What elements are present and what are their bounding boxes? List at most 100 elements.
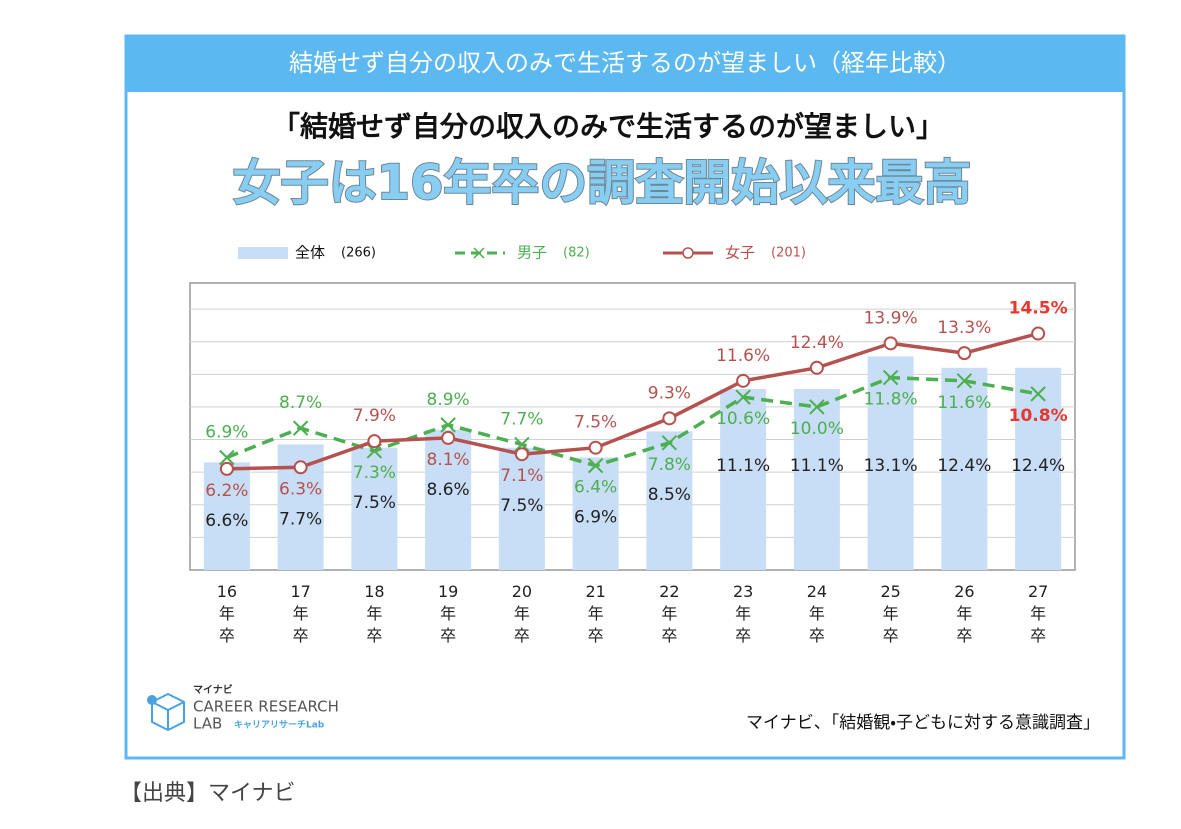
marker [809, 399, 825, 415]
marker [441, 430, 456, 445]
bar [941, 367, 988, 570]
marker [662, 411, 677, 426]
value-label: 7.7% [279, 509, 322, 529]
x-tick-label: 24年卒 [806, 582, 828, 645]
marker [883, 336, 898, 351]
marker [588, 440, 603, 455]
marker [882, 369, 899, 386]
legend-sample: (266) [341, 246, 376, 261]
value-label: 10.6% [716, 409, 770, 429]
bar [203, 462, 250, 570]
marker [1030, 386, 1046, 402]
source: マイナビ、「結婚観・子どもに対する意識調査」 [746, 713, 1100, 733]
value-label: 7.1% [500, 466, 543, 486]
marker [736, 373, 751, 388]
marker [957, 346, 972, 361]
value-label: 8.1% [427, 450, 470, 470]
value-label: 8.9% [427, 390, 470, 410]
marker [292, 420, 309, 436]
marker [956, 373, 973, 389]
value-label: 13.9% [864, 308, 918, 328]
marker [367, 434, 382, 449]
bar [425, 429, 472, 570]
marker [219, 449, 235, 466]
value-label: 7.5% [500, 496, 543, 516]
value-label: 11.6% [716, 346, 770, 366]
marker [1031, 326, 1046, 341]
legend-swatch [238, 247, 288, 259]
x-tick-label: 26年卒 [954, 582, 975, 645]
value-label: 6.9% [574, 508, 617, 528]
plot-area [189, 282, 1076, 571]
bar [867, 356, 914, 570]
value-label: 6.6% [205, 511, 248, 531]
value-label: 7.8% [648, 455, 691, 475]
value-label: 7.9% [353, 406, 396, 426]
line [226, 331, 1039, 471]
x-tick-label: 19年卒 [437, 582, 459, 645]
bar [1015, 367, 1062, 570]
value-label: 10.8% [1009, 406, 1068, 426]
logo-icon [151, 692, 185, 732]
x-tick-label: 17年卒 [290, 582, 311, 645]
legend-sample: (82) [563, 246, 590, 261]
header-band [126, 36, 1124, 92]
chart-subtitle: 女子は16年卒の調査開始以来最高 [233, 155, 972, 211]
value-label: 11.8% [864, 390, 918, 410]
marker [735, 389, 751, 405]
logo: マイナビ CAREER RESEARCH LAB キャリアリサーチLab [147, 683, 339, 733]
bar [351, 447, 398, 570]
marker [219, 461, 234, 476]
x-tick-label: 20年卒 [511, 582, 533, 645]
logo-sub: LAB [193, 715, 222, 733]
value-label: 7.7% [500, 409, 543, 429]
marker [440, 417, 456, 433]
value-label: 6.2% [205, 481, 248, 501]
value-label: 6.4% [574, 478, 617, 498]
bar [572, 457, 619, 570]
value-label: 13.1% [864, 456, 918, 476]
value-label: 12.4% [1011, 456, 1065, 476]
x-tick-label: 25年卒 [880, 582, 901, 645]
value-label: 11.1% [790, 456, 844, 476]
value-label: 9.3% [648, 383, 691, 403]
value-label: 8.6% [427, 480, 470, 500]
x-tick-label: 21年卒 [585, 582, 606, 645]
value-label: 7.3% [353, 463, 396, 483]
value-label: 11.6% [937, 393, 991, 413]
logo-brand: マイナビ [193, 683, 233, 696]
marker [514, 447, 529, 462]
logo-name: CAREER RESEARCH [193, 698, 339, 716]
value-label: 7.5% [353, 493, 396, 513]
x-tick-label: 23年卒 [732, 582, 754, 645]
marker [293, 460, 308, 475]
value-label: 14.5% [1009, 299, 1068, 319]
x-tick-label: 22年卒 [659, 582, 680, 645]
bar [646, 431, 693, 570]
bar [498, 447, 545, 570]
legend-marker [473, 247, 485, 259]
value-label: 12.4% [937, 456, 991, 476]
marker [809, 360, 824, 375]
value-label: 13.3% [937, 318, 991, 338]
legend-label: 全体 [295, 244, 325, 262]
legend-sample: (201) [771, 246, 806, 261]
bar [720, 388, 767, 570]
legend-label: 男子 [517, 244, 547, 262]
legend-label: 女子 [725, 244, 755, 262]
legend-marker [682, 247, 694, 259]
header: 結婚せず自分の収入のみで生活するのが望ましい（経年比較） [289, 49, 961, 77]
value-label: 12.4% [790, 333, 844, 353]
marker [587, 457, 604, 474]
x-tick-label: 16年卒 [216, 582, 238, 645]
value-label: 10.0% [790, 419, 844, 439]
bar [793, 388, 840, 570]
value-label: 6.3% [279, 479, 322, 499]
value-label: 8.7% [279, 393, 322, 413]
logo-dot [147, 695, 157, 705]
value-label: 7.5% [574, 413, 617, 433]
value-label: 6.9% [205, 422, 248, 442]
chart-title: 「結婚せず自分の収入のみで生活するのが望ましい」 [272, 110, 944, 143]
